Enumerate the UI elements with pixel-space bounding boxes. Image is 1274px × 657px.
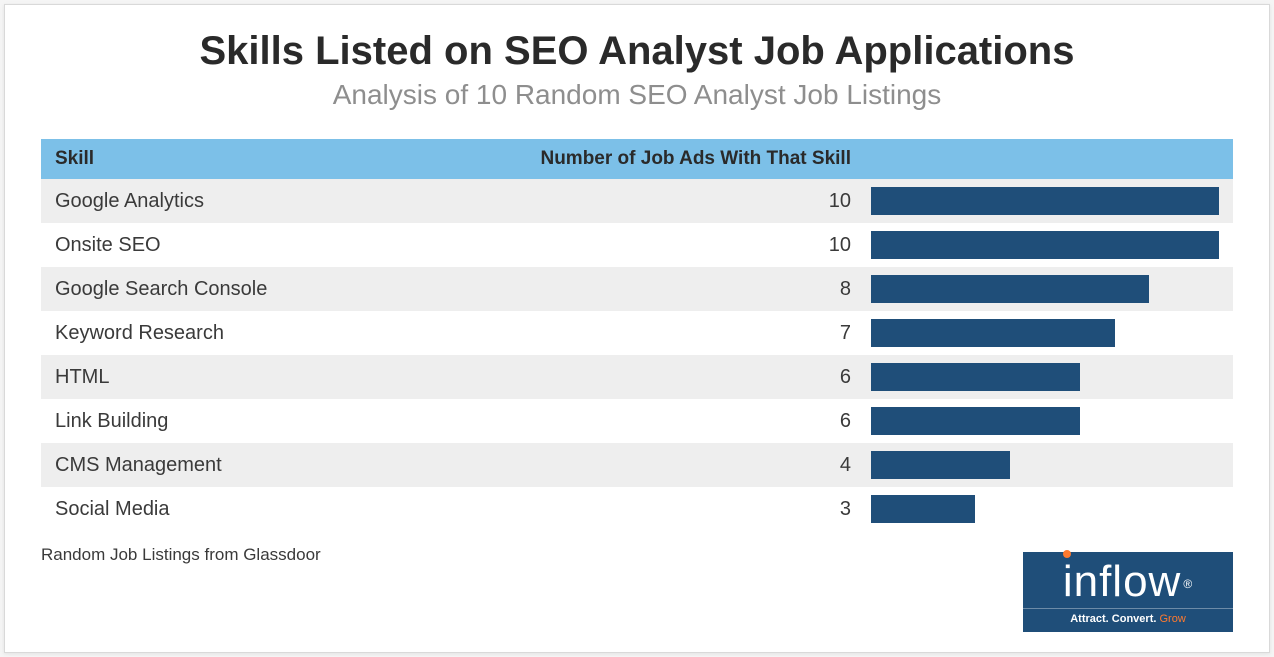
skill-value: 3 [471, 498, 871, 521]
bar-cell [871, 231, 1233, 259]
bar-cell [871, 187, 1233, 215]
skill-name: Keyword Research [41, 322, 471, 345]
bar-track [871, 187, 1219, 215]
table-row: Google Search Console8 [41, 267, 1233, 311]
table-row: Link Building6 [41, 399, 1233, 443]
bar-track [871, 495, 1219, 523]
chart-title: Skills Listed on SEO Analyst Job Applica… [41, 29, 1233, 73]
bar-track [871, 319, 1219, 347]
table-row: Keyword Research7 [41, 311, 1233, 355]
bar-cell [871, 407, 1233, 435]
skill-name: Onsite SEO [41, 234, 471, 257]
logo-tagline: Attract. Convert. Grow [1023, 608, 1233, 625]
skill-value: 4 [471, 454, 871, 477]
table-row: CMS Management4 [41, 443, 1233, 487]
skill-value: 8 [471, 278, 871, 301]
bar-track [871, 451, 1219, 479]
logo-letter-i: i [1063, 560, 1074, 604]
tagline-convert: Convert. [1112, 613, 1157, 625]
table-header-row: Skill Number of Job Ads With That Skill [41, 139, 1233, 179]
skill-name: HTML [41, 366, 471, 389]
bar-fill [871, 231, 1219, 259]
table-row: Google Analytics10 [41, 179, 1233, 223]
bar-fill [871, 319, 1115, 347]
tagline-grow: Grow [1159, 613, 1185, 625]
bar-track [871, 231, 1219, 259]
skill-name: Link Building [41, 410, 471, 433]
skill-value: 10 [471, 234, 871, 257]
inflow-logo: inflow® Attract. Convert. Grow [1023, 552, 1233, 632]
skill-name: Social Media [41, 498, 471, 521]
table-body: Google Analytics10Onsite SEO10Google Sea… [41, 179, 1233, 531]
bar-cell [871, 451, 1233, 479]
table-row: Onsite SEO10 [41, 223, 1233, 267]
header-skill-label: Skill [41, 148, 471, 170]
bar-fill [871, 275, 1149, 303]
logo-wordmark: inflow® [1063, 560, 1193, 604]
skill-name: CMS Management [41, 454, 471, 477]
bar-cell [871, 363, 1233, 391]
logo-dot-icon [1063, 550, 1071, 558]
bar-cell [871, 495, 1233, 523]
skill-value: 6 [471, 410, 871, 433]
bar-fill [871, 407, 1080, 435]
bar-track [871, 363, 1219, 391]
skill-name: Google Analytics [41, 190, 471, 213]
bar-fill [871, 187, 1219, 215]
bar-fill [871, 495, 975, 523]
logo-rest: nflow [1074, 560, 1182, 604]
skill-value: 7 [471, 322, 871, 345]
chart-card: Skills Listed on SEO Analyst Job Applica… [4, 4, 1270, 653]
bar-track [871, 275, 1219, 303]
registered-icon: ® [1183, 578, 1193, 590]
table-row: HTML6 [41, 355, 1233, 399]
bar-fill [871, 451, 1010, 479]
bar-fill [871, 363, 1080, 391]
tagline-attract: Attract. [1070, 613, 1109, 625]
skill-value: 10 [471, 190, 871, 213]
chart-subtitle: Analysis of 10 Random SEO Analyst Job Li… [41, 79, 1233, 111]
skills-table: Skill Number of Job Ads With That Skill … [41, 139, 1233, 531]
bar-track [871, 407, 1219, 435]
bar-cell [871, 319, 1233, 347]
table-row: Social Media3 [41, 487, 1233, 531]
header-number-label: Number of Job Ads With That Skill [471, 148, 871, 170]
bar-cell [871, 275, 1233, 303]
skill-value: 6 [471, 366, 871, 389]
skill-name: Google Search Console [41, 278, 471, 301]
